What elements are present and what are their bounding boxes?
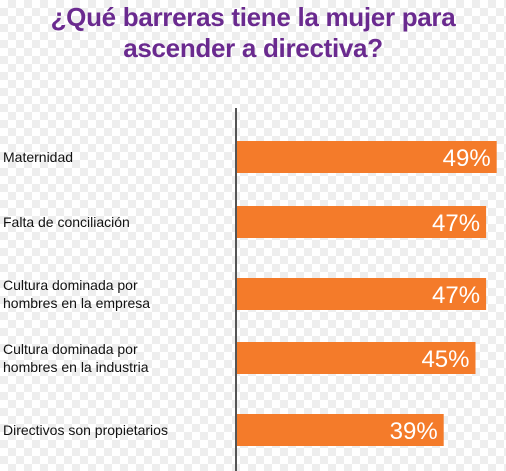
category-label-3-line-0: Cultura dominada por: [3, 341, 138, 357]
bar-2: [237, 278, 487, 310]
category-label-1: Falta de conciliación: [3, 214, 130, 230]
category-label-0-line-0: Maternidad: [3, 149, 73, 165]
category-label-2-line-0: Cultura dominada por: [3, 277, 138, 293]
value-label-0: 49%: [443, 145, 491, 172]
category-label-0: Maternidad: [3, 149, 73, 165]
value-label-1: 47%: [432, 210, 480, 237]
chart-title: ¿Qué barreras tiene la mujer para ascend…: [0, 2, 506, 64]
category-label-3: Cultura dominada por hombres en la indust…: [3, 341, 149, 375]
value-label-2: 47%: [432, 282, 480, 309]
category-label-2: Cultura dominada por hombres en la empres…: [3, 277, 150, 311]
bar-1: [237, 206, 487, 238]
category-label-4: Directivos son propietarios: [3, 422, 168, 438]
bar-0: [237, 141, 497, 173]
bar-3: [237, 342, 476, 374]
category-label-4-line-0: Directivos son propietarios: [3, 422, 168, 438]
chart-title-line-2: ascender a directiva?: [123, 33, 383, 63]
value-label-3: 45%: [421, 346, 469, 373]
category-label-1-line-0: Falta de conciliación: [3, 214, 130, 230]
bar-4: [237, 414, 444, 446]
category-label-3-line-1: hombres en la industria: [3, 359, 149, 375]
value-label-4: 39%: [390, 418, 438, 445]
chart-title-line-1: ¿Qué barreras tiene la mujer para: [50, 2, 456, 32]
category-label-2-line-1: hombres en la empresa: [3, 295, 150, 311]
